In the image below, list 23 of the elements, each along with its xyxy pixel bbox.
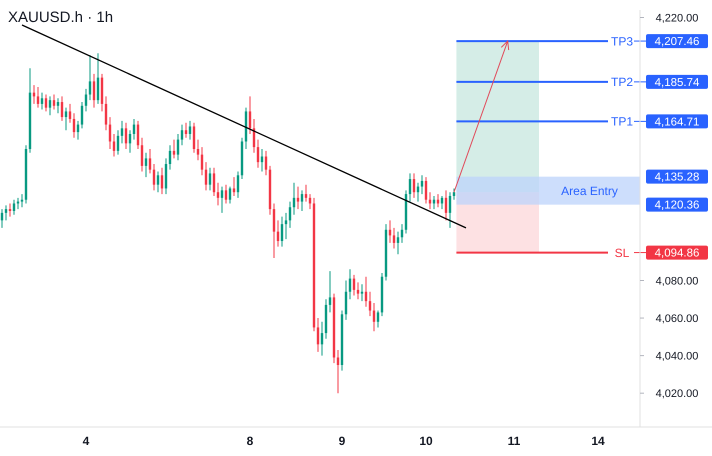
chart-title: XAUUSD.h · 1h (8, 9, 114, 26)
text: 4,164.71 (654, 116, 700, 128)
text: 4,185.74 (654, 76, 700, 89)
x-tick-label: 11 (508, 434, 521, 448)
text: 4,094.86 (654, 248, 700, 260)
x-tick-label: 10 (419, 434, 433, 448)
x-tick-label: 14 (591, 434, 605, 448)
band-label: Area Entry (561, 184, 618, 198)
ref-line-label: TP1 (610, 114, 634, 129)
x-tick-label: 4 (82, 434, 90, 448)
y-tick-label: 4,220.00 (656, 12, 698, 24)
text: 4,207.46 (654, 36, 700, 48)
y-tick-label: 4,040.00 (656, 350, 698, 362)
ref-line-label: SL (614, 246, 630, 260)
y-tick-label: 4,060.00 (656, 312, 698, 325)
ref-line-label: TP2 (610, 75, 634, 90)
text: 4,135.28 (654, 172, 700, 184)
text: 4,120.36 (654, 200, 700, 212)
ref-line-label: TP3 (610, 34, 634, 48)
x-tick-label: 8 (246, 434, 254, 448)
y-tick-label: 4,080.00 (656, 275, 698, 288)
y-tick-label: 4,020.00 (656, 388, 698, 400)
x-tick-label: 9 (338, 434, 346, 448)
